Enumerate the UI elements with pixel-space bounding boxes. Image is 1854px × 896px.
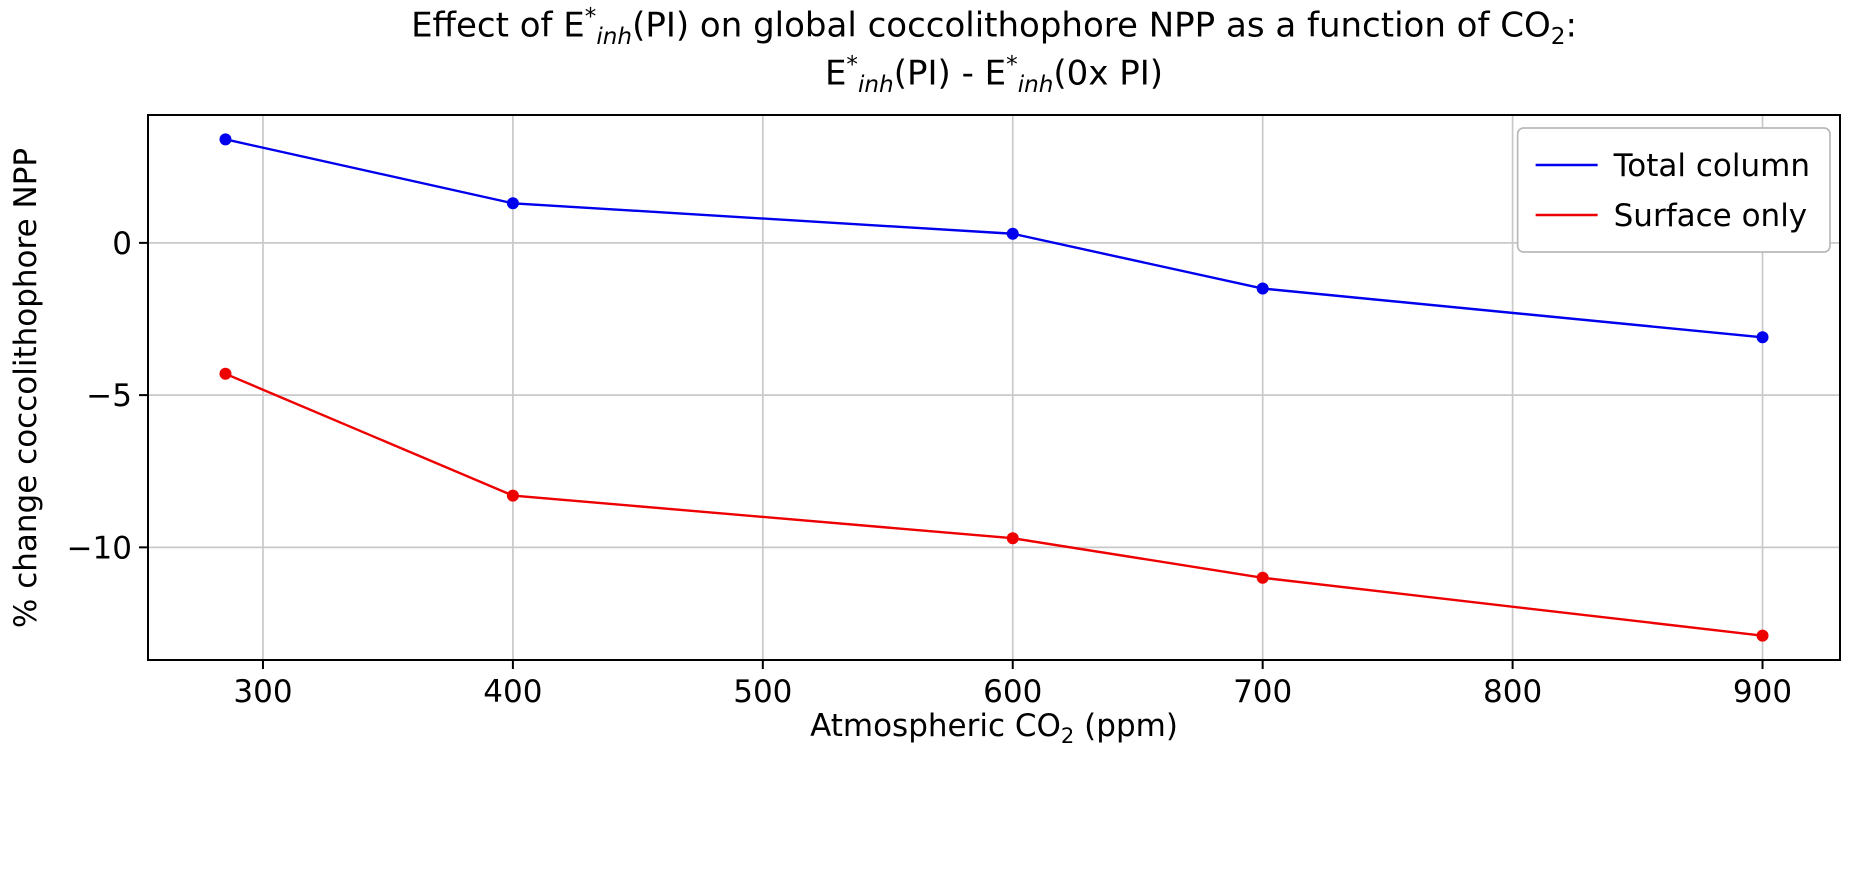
data-point-total-column	[219, 133, 232, 146]
x-tick-label: 500	[733, 674, 792, 710]
data-point-total-column	[506, 197, 519, 210]
data-point-surface-only	[219, 367, 232, 380]
legend-label-total-column: Total column	[1613, 148, 1810, 184]
data-point-surface-only	[1256, 571, 1269, 584]
x-tick-label: 800	[1483, 674, 1542, 710]
y-axis-label: % change coccolithophore NPP	[8, 147, 44, 629]
data-point-total-column	[1756, 331, 1769, 344]
data-point-total-column	[1256, 282, 1269, 295]
y-tick-label: −10	[67, 530, 132, 566]
axes-frame	[147, 114, 1841, 661]
chart-title-line1: Effect of E*inh(PI) on global coccolitho…	[411, 4, 1577, 51]
legend-box	[1516, 127, 1831, 253]
x-axis-label: Atmospheric CO2 (ppm)	[810, 708, 1178, 749]
x-tick-label: 300	[233, 674, 292, 710]
legend-label-surface-only: Surface only	[1614, 198, 1808, 234]
data-point-surface-only	[1756, 629, 1769, 642]
chart-title-line2: E*inh(PI) - E*inh(0x PI)	[824, 52, 1164, 99]
data-point-surface-only	[506, 489, 519, 502]
x-axis-ticks: 300 400 500 600 700 800 900	[233, 660, 1792, 710]
y-tick-label: 0	[112, 226, 132, 262]
series-total-column	[219, 133, 1769, 344]
data-point-total-column	[1006, 227, 1019, 240]
x-tick-label: 400	[483, 674, 542, 710]
x-tick-label: 900	[1733, 674, 1792, 710]
data-point-surface-only	[1006, 532, 1019, 545]
x-tick-label: 700	[1233, 674, 1292, 710]
y-tick-label: −5	[86, 378, 132, 414]
series-surface-only	[219, 367, 1769, 642]
x-tick-label: 600	[983, 674, 1042, 710]
y-axis-ticks: 0 −5 −10	[67, 226, 148, 566]
legend: Total column Surface only	[1516, 127, 1831, 253]
